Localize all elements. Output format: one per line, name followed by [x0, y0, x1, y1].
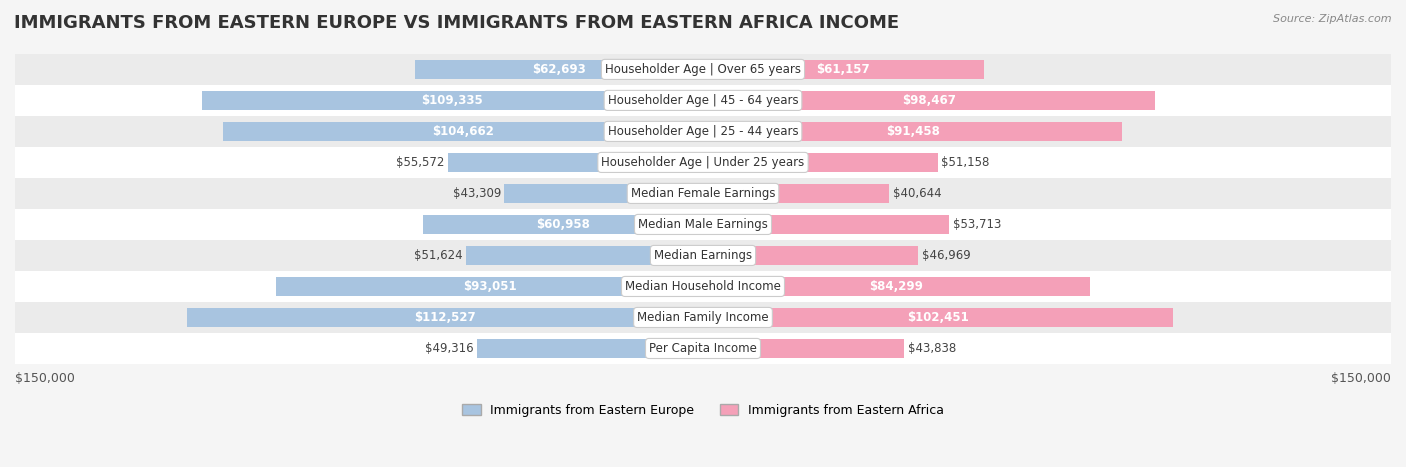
- Text: $53,713: $53,713: [953, 218, 1001, 231]
- Bar: [15, 302, 1391, 333]
- Text: $112,527: $112,527: [415, 311, 475, 324]
- Bar: [703, 339, 904, 358]
- Bar: [15, 147, 1391, 178]
- Text: $150,000: $150,000: [15, 372, 75, 385]
- Bar: [15, 240, 1391, 271]
- Text: Median Male Earnings: Median Male Earnings: [638, 218, 768, 231]
- Bar: [467, 246, 703, 265]
- Text: $93,051: $93,051: [463, 280, 516, 293]
- Text: IMMIGRANTS FROM EASTERN EUROPE VS IMMIGRANTS FROM EASTERN AFRICA INCOME: IMMIGRANTS FROM EASTERN EUROPE VS IMMIGR…: [14, 14, 900, 32]
- Text: Householder Age | Over 65 years: Householder Age | Over 65 years: [605, 63, 801, 76]
- Text: $60,958: $60,958: [536, 218, 591, 231]
- Bar: [703, 91, 1154, 110]
- Bar: [703, 277, 1090, 296]
- Text: $46,969: $46,969: [922, 249, 970, 262]
- Bar: [15, 271, 1391, 302]
- Bar: [15, 54, 1391, 85]
- Bar: [703, 246, 918, 265]
- Bar: [703, 153, 938, 172]
- Bar: [15, 178, 1391, 209]
- Bar: [703, 308, 1173, 327]
- Text: $98,467: $98,467: [901, 94, 956, 107]
- Bar: [15, 209, 1391, 240]
- Bar: [703, 60, 984, 79]
- Text: $49,316: $49,316: [425, 342, 474, 355]
- Bar: [187, 308, 703, 327]
- Bar: [224, 122, 703, 141]
- Bar: [276, 277, 703, 296]
- Text: $104,662: $104,662: [432, 125, 494, 138]
- Bar: [415, 60, 703, 79]
- Bar: [703, 215, 949, 234]
- Text: Median Female Earnings: Median Female Earnings: [631, 187, 775, 200]
- Bar: [15, 85, 1391, 116]
- Bar: [423, 215, 703, 234]
- Text: $51,158: $51,158: [941, 156, 990, 169]
- Bar: [449, 153, 703, 172]
- Text: $62,693: $62,693: [533, 63, 586, 76]
- Bar: [477, 339, 703, 358]
- Bar: [201, 91, 703, 110]
- Text: $61,157: $61,157: [817, 63, 870, 76]
- Text: Per Capita Income: Per Capita Income: [650, 342, 756, 355]
- Text: $43,838: $43,838: [907, 342, 956, 355]
- Bar: [15, 116, 1391, 147]
- Text: Median Family Income: Median Family Income: [637, 311, 769, 324]
- Text: $51,624: $51,624: [415, 249, 463, 262]
- Bar: [703, 122, 1122, 141]
- Text: $84,299: $84,299: [869, 280, 924, 293]
- Text: $102,451: $102,451: [907, 311, 969, 324]
- Text: $55,572: $55,572: [396, 156, 444, 169]
- Bar: [703, 184, 890, 203]
- Text: $40,644: $40,644: [893, 187, 942, 200]
- Text: Householder Age | 45 - 64 years: Householder Age | 45 - 64 years: [607, 94, 799, 107]
- Text: Median Earnings: Median Earnings: [654, 249, 752, 262]
- Bar: [505, 184, 703, 203]
- Text: Householder Age | 25 - 44 years: Householder Age | 25 - 44 years: [607, 125, 799, 138]
- Legend: Immigrants from Eastern Europe, Immigrants from Eastern Africa: Immigrants from Eastern Europe, Immigran…: [457, 399, 949, 422]
- Text: Source: ZipAtlas.com: Source: ZipAtlas.com: [1274, 14, 1392, 24]
- Text: $150,000: $150,000: [1331, 372, 1391, 385]
- Text: Median Household Income: Median Household Income: [626, 280, 780, 293]
- Text: $109,335: $109,335: [422, 94, 484, 107]
- Bar: [15, 333, 1391, 364]
- Text: Householder Age | Under 25 years: Householder Age | Under 25 years: [602, 156, 804, 169]
- Text: $43,309: $43,309: [453, 187, 501, 200]
- Text: $91,458: $91,458: [886, 125, 939, 138]
